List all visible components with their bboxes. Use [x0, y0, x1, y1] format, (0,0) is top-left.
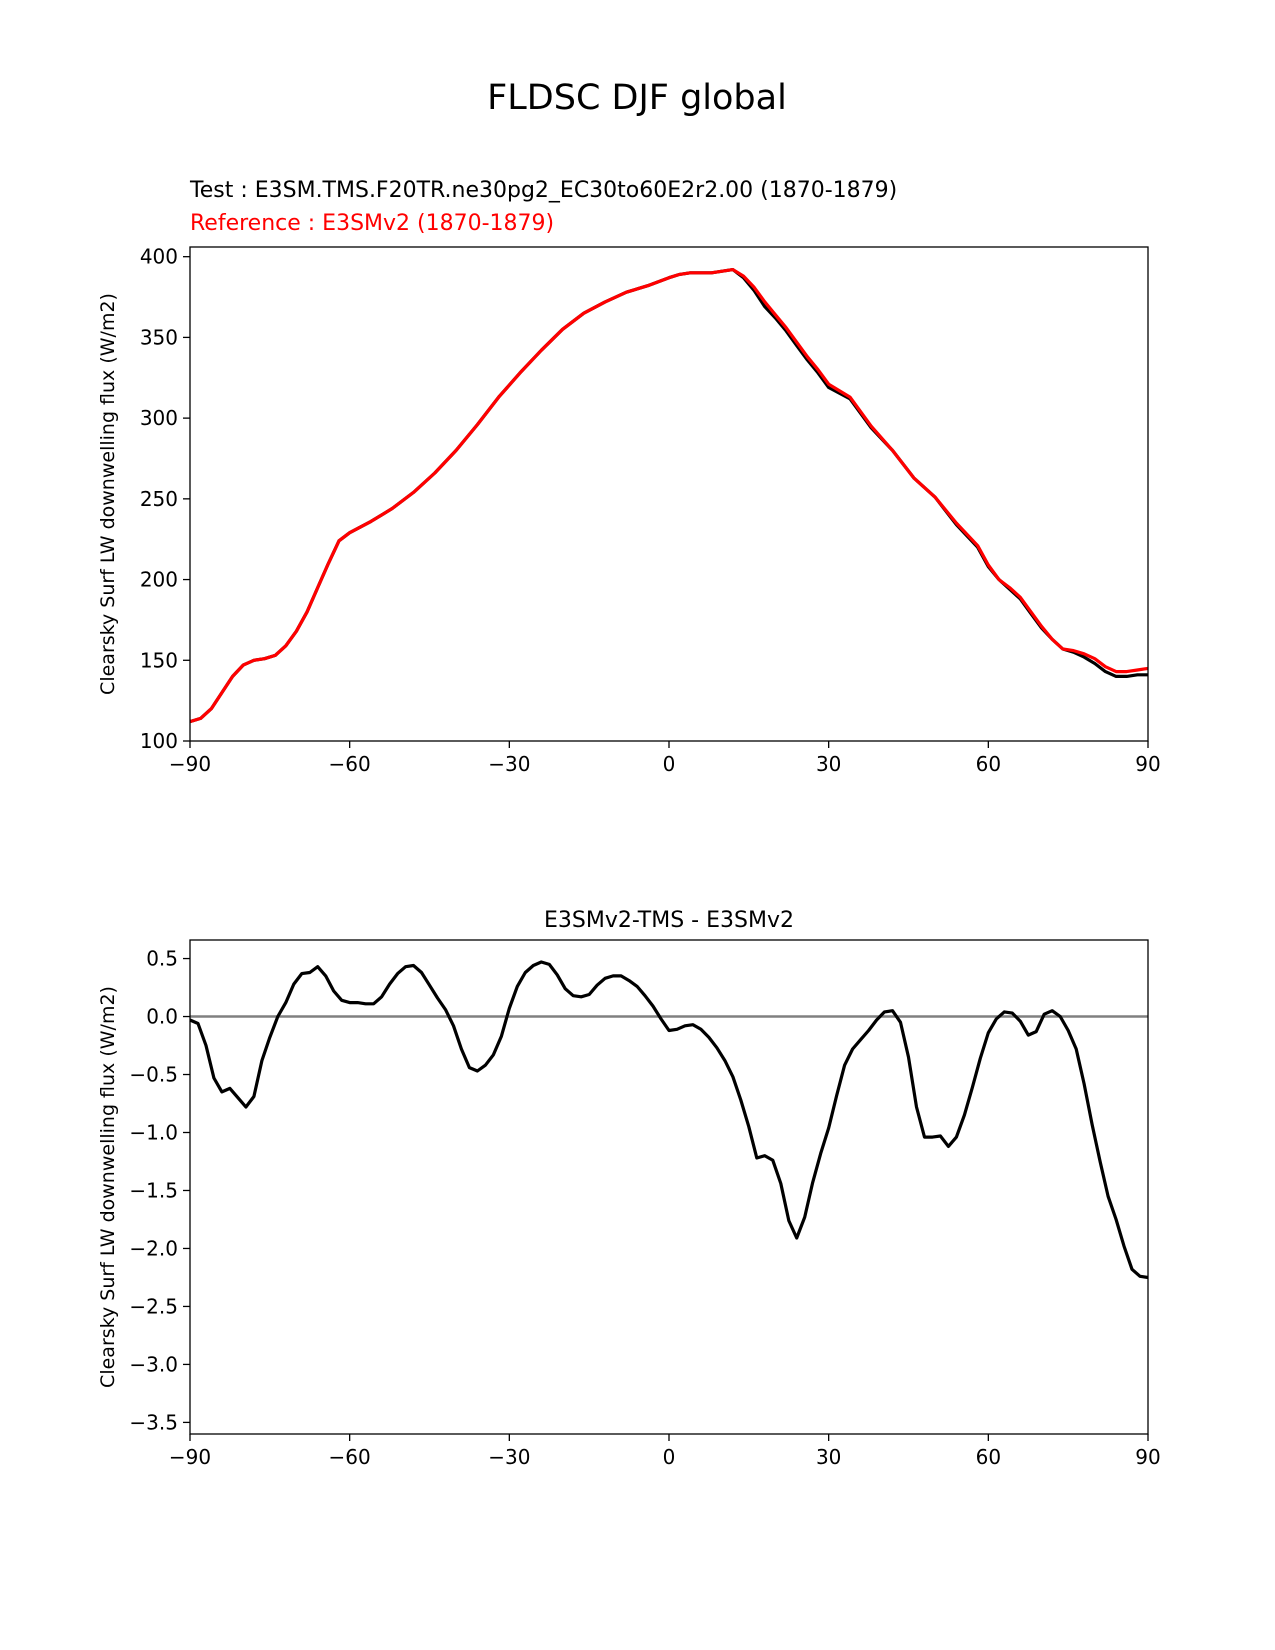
- series-line-reference: [189, 268, 1149, 724]
- bottom-plot-frame: [189, 939, 1149, 1435]
- reference-title: Reference : E3SMv2 (1870-1879): [190, 211, 554, 236]
- y-tick-label: −0.5: [129, 1063, 178, 1087]
- y-tick-label: 400: [140, 245, 178, 269]
- y-tick-label: −1.5: [129, 1178, 178, 1202]
- x-tick-label: 30: [816, 1445, 841, 1469]
- y-tick-label: 250: [140, 487, 178, 511]
- bottom-y-axis: 0.5 0.0 −0.5 −1.0 −1.5 −2.0 −2.5 −3.0 −3.5: [129, 947, 190, 1434]
- series-line-e3smv2-tms-e3smv2: [189, 960, 1149, 1280]
- y-tick-label: 100: [140, 729, 178, 753]
- y-tick-label: −2.0: [129, 1236, 178, 1260]
- y-tick-label: −2.5: [129, 1294, 178, 1318]
- x-tick-label: 30: [816, 752, 841, 776]
- figure-title: FLDSC DJF global: [487, 78, 787, 118]
- x-tick-label: 60: [976, 1445, 1001, 1469]
- bottom-y-label: Clearsky Surf LW downwelling flux (W/m2): [97, 986, 119, 1388]
- y-tick-label: −1.0: [129, 1120, 178, 1144]
- x-tick-label: −30: [488, 752, 530, 776]
- y-tick-label: 0.0: [146, 1005, 178, 1029]
- difference-title: E3SMv2-TMS - E3SMv2: [544, 908, 794, 933]
- y-tick-label: 350: [140, 325, 178, 349]
- bottom-series-group: [189, 960, 1149, 1280]
- top-x-axis: −90 −60 −30 0 30 60 90: [169, 741, 1161, 776]
- y-tick-label: 0.5: [146, 947, 178, 971]
- x-tick-label: −90: [169, 1445, 211, 1469]
- x-tick-label: 60: [976, 752, 1001, 776]
- top-y-label: Clearsky Surf LW downwelling flux (W/m2): [97, 293, 119, 695]
- x-tick-label: 0: [663, 1445, 676, 1469]
- y-tick-label: 300: [140, 406, 178, 430]
- y-tick-label: 200: [140, 568, 178, 592]
- y-tick-label: 150: [140, 648, 178, 672]
- y-tick-label: −3.5: [129, 1410, 178, 1434]
- x-tick-label: 0: [663, 752, 676, 776]
- bottom-plot: E3SMv2-TMS - E3SMv2 0.5 0.0 −0.5 −1.0 −1.5 −2…: [97, 908, 1161, 1469]
- x-tick-label: 90: [1135, 1445, 1160, 1469]
- x-tick-label: −30: [488, 1445, 530, 1469]
- x-tick-label: 90: [1135, 752, 1160, 776]
- top-plot: Test : E3SM.TMS.F20TR.ne30pg2_EC30to60E2…: [97, 178, 1161, 776]
- x-tick-label: −90: [169, 752, 211, 776]
- top-series-group: [189, 268, 1149, 724]
- top-y-axis: 100 150 200 250 300 350 400: [140, 245, 190, 753]
- top-plot-frame: [189, 246, 1149, 742]
- y-tick-label: −3.0: [129, 1352, 178, 1376]
- x-tick-label: −60: [329, 1445, 371, 1469]
- x-tick-label: −60: [329, 752, 371, 776]
- bottom-x-axis: −90 −60 −30 0 30 60 90: [169, 1434, 1161, 1469]
- test-title: Test : E3SM.TMS.F20TR.ne30pg2_EC30to60E2…: [189, 178, 897, 203]
- series-line-test: [189, 268, 1148, 724]
